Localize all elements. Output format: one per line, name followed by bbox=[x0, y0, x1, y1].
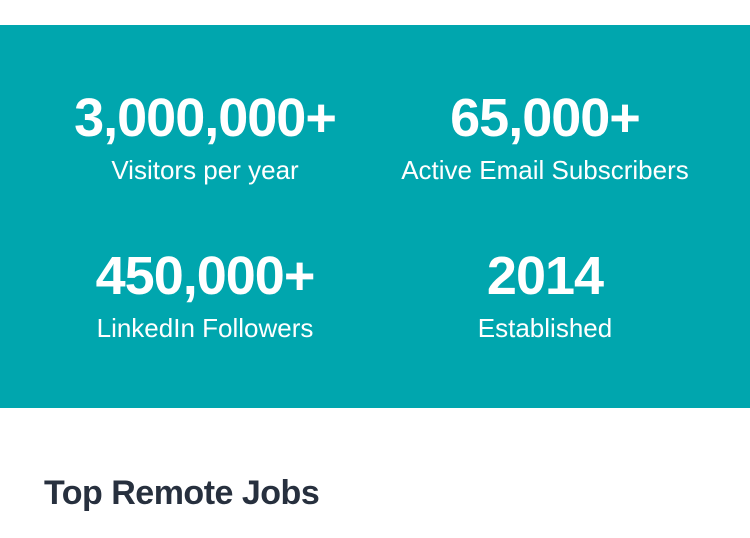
stat-established: 2014 Established bbox=[375, 247, 715, 345]
stats-banner: 3,000,000+ Visitors per year 65,000+ Act… bbox=[0, 25, 750, 408]
stat-value: 65,000+ bbox=[450, 88, 641, 148]
section-heading: Top Remote Jobs bbox=[44, 474, 320, 512]
stat-subscribers: 65,000+ Active Email Subscribers bbox=[375, 89, 715, 187]
page-top-spacer bbox=[0, 0, 750, 25]
stat-label: Visitors per year bbox=[111, 155, 299, 185]
stat-label: LinkedIn Followers bbox=[96, 313, 314, 343]
stat-value: 2014 bbox=[486, 246, 604, 306]
stat-value: 3,000,000+ bbox=[74, 88, 337, 148]
top-remote-jobs-section: Top Remote Jobs bbox=[0, 408, 750, 514]
stat-visitors: 3,000,000+ Visitors per year bbox=[35, 89, 375, 187]
stat-label: Active Email Subscribers bbox=[401, 155, 689, 185]
stat-linkedin: 450,000+ LinkedIn Followers bbox=[35, 247, 375, 345]
stats-grid: 3,000,000+ Visitors per year 65,000+ Act… bbox=[35, 25, 715, 345]
stat-label: Established bbox=[477, 313, 613, 343]
stat-value: 450,000+ bbox=[95, 246, 316, 306]
